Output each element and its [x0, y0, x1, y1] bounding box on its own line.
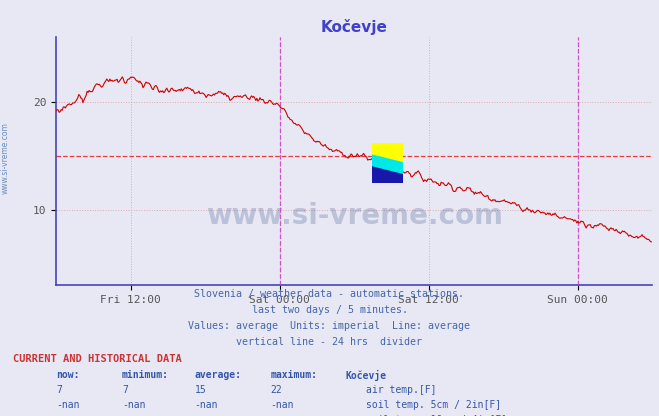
Text: 15: 15 — [194, 385, 206, 395]
Text: www.si-vreme.com: www.si-vreme.com — [206, 202, 503, 230]
Text: average:: average: — [194, 370, 241, 380]
Text: air temp.[F]: air temp.[F] — [366, 385, 436, 395]
Text: maximum:: maximum: — [270, 370, 317, 380]
Text: -nan: -nan — [56, 400, 80, 410]
Text: Slovenia / weather data - automatic stations.: Slovenia / weather data - automatic stat… — [194, 289, 465, 299]
Title: Kočevje: Kočevje — [321, 19, 387, 35]
Text: 7: 7 — [122, 385, 128, 395]
Text: minimum:: minimum: — [122, 370, 169, 380]
Text: www.si-vreme.com: www.si-vreme.com — [1, 122, 10, 194]
Text: -nan: -nan — [270, 415, 294, 416]
Text: soil temp. 10cm / 4in[F]: soil temp. 10cm / 4in[F] — [366, 415, 507, 416]
Text: 22: 22 — [270, 385, 282, 395]
Text: -nan: -nan — [270, 400, 294, 410]
Polygon shape — [372, 155, 403, 175]
Text: vertical line - 24 hrs  divider: vertical line - 24 hrs divider — [237, 337, 422, 347]
Text: now:: now: — [56, 370, 80, 380]
Polygon shape — [372, 143, 403, 163]
Text: -nan: -nan — [194, 415, 218, 416]
Text: Values: average  Units: imperial  Line: average: Values: average Units: imperial Line: av… — [188, 321, 471, 331]
Polygon shape — [372, 167, 403, 183]
Text: last two days / 5 minutes.: last two days / 5 minutes. — [252, 305, 407, 315]
Text: -nan: -nan — [122, 415, 146, 416]
Text: 7: 7 — [56, 385, 62, 395]
Text: -nan: -nan — [194, 400, 218, 410]
Text: -nan: -nan — [56, 415, 80, 416]
Text: Kočevje: Kočevje — [346, 370, 387, 381]
Text: -nan: -nan — [122, 400, 146, 410]
Text: soil temp. 5cm / 2in[F]: soil temp. 5cm / 2in[F] — [366, 400, 501, 410]
Text: CURRENT AND HISTORICAL DATA: CURRENT AND HISTORICAL DATA — [13, 354, 182, 364]
